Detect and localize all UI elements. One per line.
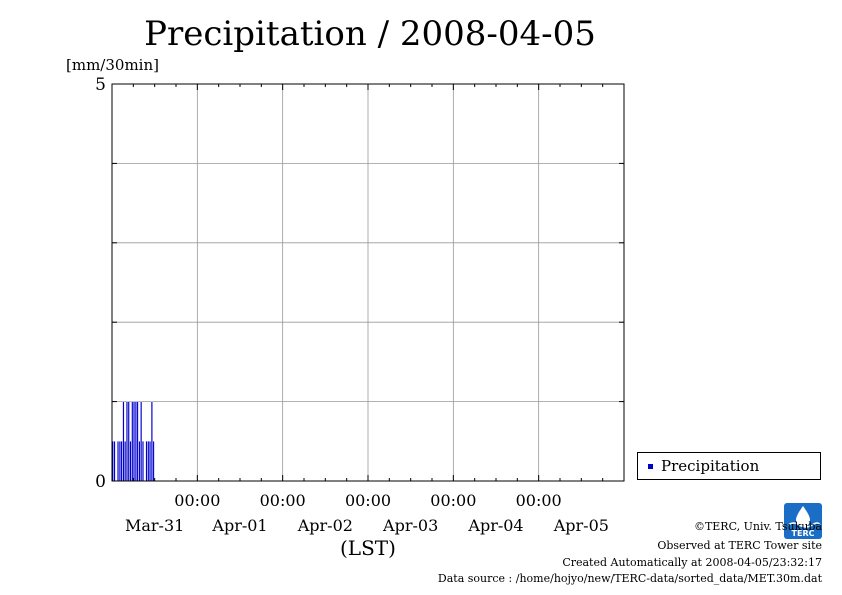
precipitation-bars (111, 401, 155, 482)
precipitation-bar (118, 441, 121, 482)
precipitation-bar (142, 441, 144, 482)
precipitation-bar (122, 401, 125, 482)
chart-title: Precipitation / 2008-04-05 (144, 14, 596, 54)
x-time-label: 00:00 (345, 491, 391, 510)
x-day-label: Mar-31 (125, 516, 184, 535)
copyright-text: ©TERC, Univ. Tsukuba (693, 520, 822, 533)
water-drop-icon (787, 506, 821, 528)
created-text: Created Automatically at 2008-04-05/23:3… (562, 556, 822, 569)
x-time-label: 00:00 (260, 491, 306, 510)
precipitation-bar (147, 441, 150, 482)
precipitation-bar (129, 441, 132, 482)
precipitation-bar (134, 401, 137, 482)
x-time-label: 00:00 (174, 491, 220, 510)
grid-lines (112, 84, 624, 481)
y-tick-label: 5 (95, 75, 106, 95)
precipitation-bar (145, 441, 148, 482)
precipitation-bar (150, 401, 153, 482)
precipitation-bar (126, 401, 128, 482)
x-day-label: Apr-05 (553, 516, 609, 535)
precipitation-bar (133, 401, 135, 482)
precipitation-bar (138, 441, 141, 482)
precipitation-bar (120, 441, 123, 482)
logo-lettering: TERC (791, 529, 815, 538)
legend-label-precipitation: Precipitation (661, 457, 760, 475)
x-day-label: Apr-03 (382, 516, 438, 535)
y-tick-label: 0 (95, 472, 106, 492)
precipitation-bar (149, 441, 151, 482)
precipitation-bar (140, 401, 143, 482)
precipitation-bar (117, 441, 119, 482)
terc-logo: TERC (784, 503, 822, 539)
y-axis-unit-label: [mm/30min] (66, 56, 159, 74)
x-time-label: 00:00 (516, 491, 562, 510)
precipitation-bar (113, 441, 116, 482)
precipitation-bar (127, 401, 130, 482)
x-day-label: Apr-02 (297, 516, 353, 535)
axis-labels: 0 5 00:00 00:00 00:00 00:00 00:00 Mar-31 Apr-01 A… (95, 75, 609, 535)
plot-frame (111, 83, 625, 482)
x-day-label: Apr-04 (467, 516, 523, 535)
precipitation-bar (131, 401, 134, 482)
x-axis-title: (LST) (340, 536, 396, 560)
precipitation-bar (136, 401, 139, 482)
site-text: Observed at TERC Tower site (657, 539, 822, 552)
legend: Precipitation (637, 452, 821, 480)
x-day-label: Apr-01 (211, 516, 267, 535)
precipitation-bar (152, 441, 155, 482)
x-time-label: 00:00 (430, 491, 476, 510)
legend-swatch-precipitation (648, 463, 653, 469)
precipitation-bar (124, 441, 127, 482)
data-source-text: Data source : /home/hojyo/new/TERC-data/… (437, 572, 822, 585)
